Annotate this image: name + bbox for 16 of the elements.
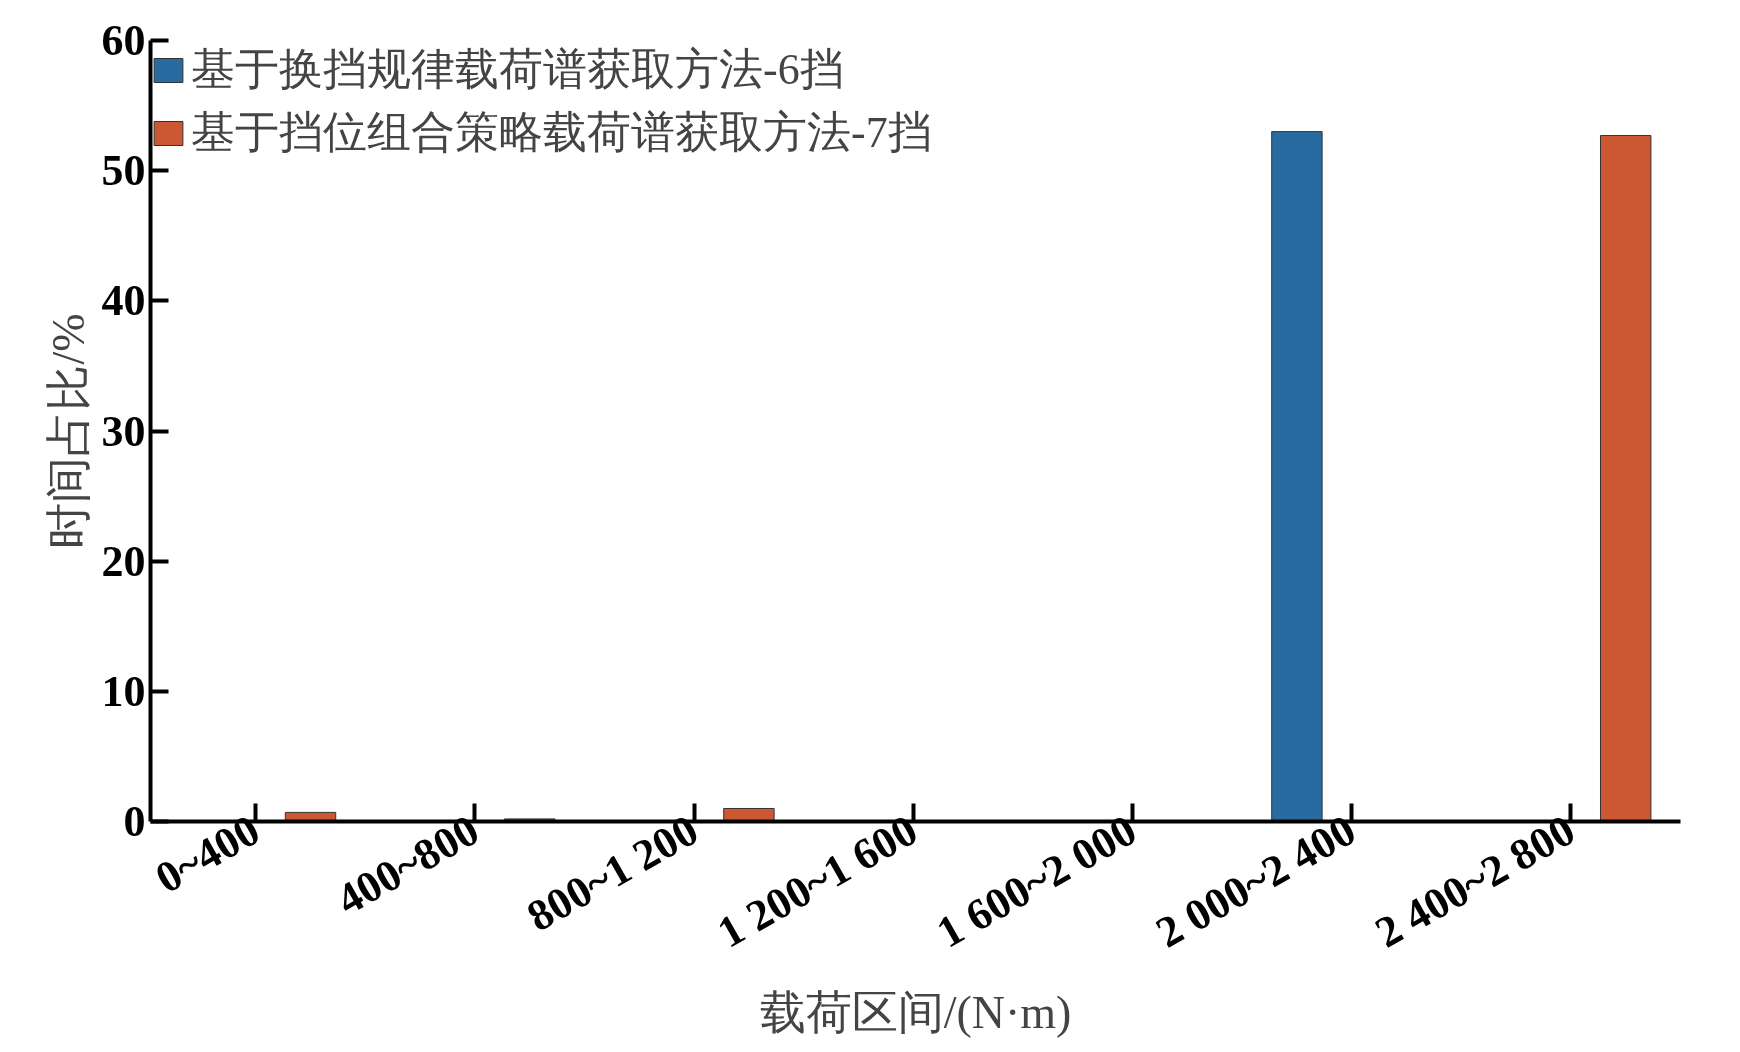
y-tick-label: 50 bbox=[101, 146, 146, 196]
x-tick-label: 2 000~2 400 bbox=[1147, 805, 1364, 958]
y-tick-label: 0 bbox=[123, 797, 146, 846]
y-tick-label: 20 bbox=[101, 536, 146, 586]
x-axis-title: 载荷区间/(N·m) bbox=[759, 986, 1072, 1038]
y-tick-label: 60 bbox=[101, 16, 146, 65]
x-tick-label: 2 400~2 800 bbox=[1367, 805, 1584, 958]
legend-label: 基于换挡规律载荷谱获取方法-6挡 bbox=[191, 44, 844, 96]
y-tick-label: 30 bbox=[101, 406, 146, 456]
x-tick-label: 0~400 bbox=[147, 805, 268, 903]
x-tick-label: 800~1 200 bbox=[518, 805, 707, 942]
y-tick-label: 10 bbox=[101, 666, 146, 716]
y-tick-label: 40 bbox=[101, 276, 146, 326]
legend-label: 基于挡位组合策略载荷谱获取方法-7挡 bbox=[191, 107, 932, 159]
x-tick-label: 1 600~2 000 bbox=[928, 805, 1145, 958]
y-axis-title: 时间占比/% bbox=[42, 313, 94, 549]
